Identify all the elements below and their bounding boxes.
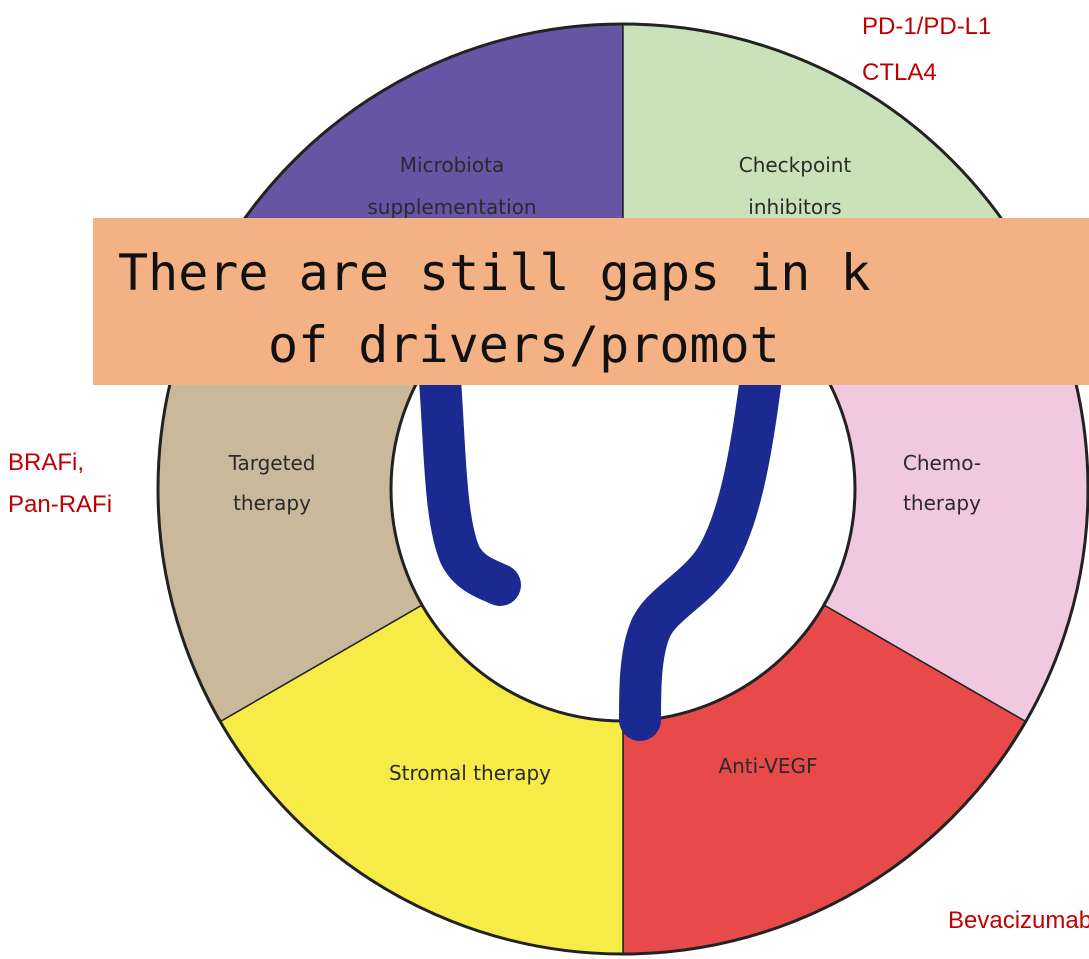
segment-label: therapy: [233, 491, 311, 515]
segment-label: Stromal therapy: [389, 761, 551, 785]
segment-label: Targeted: [228, 451, 316, 475]
banner-text: There are still gaps in k: [118, 244, 871, 302]
segment-label: therapy: [903, 491, 981, 515]
segment-label: inhibitors: [748, 195, 841, 219]
segment-label: Microbiota: [400, 153, 504, 177]
segment-label: Checkpoint: [739, 153, 852, 177]
therapy-wheel: [158, 24, 1088, 954]
annotation: Pan-RAFi: [8, 491, 112, 518]
annotation: BRAFi,: [8, 449, 84, 476]
segment-label: Anti-VEGF: [718, 754, 817, 778]
segment-label: supplementation: [367, 195, 536, 219]
banner-text: of drivers/promot: [268, 316, 780, 374]
annotation: CTLA4: [862, 59, 937, 86]
annotation: PD-1/PD-L1: [862, 13, 991, 40]
annotation: Bevacizumab: [948, 907, 1089, 934]
page: Microbiota supplementation Checkpoint in…: [0, 0, 1089, 959]
slide: Microbiota supplementation Checkpoint in…: [0, 0, 1089, 959]
segment-label: Chemo-: [903, 451, 981, 475]
